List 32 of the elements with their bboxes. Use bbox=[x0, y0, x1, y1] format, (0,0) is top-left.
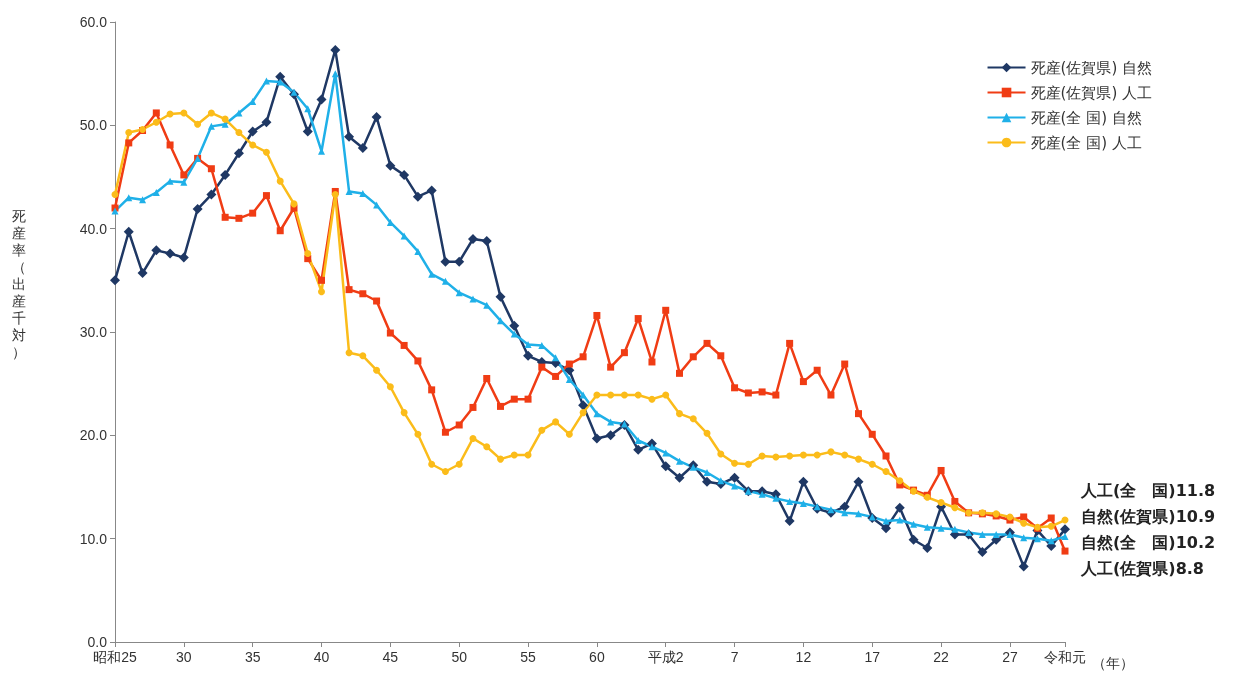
y-tick-label: 60.0 bbox=[79, 14, 108, 30]
x-tick-label: 昭和25 bbox=[93, 649, 137, 665]
legend-label: 死産(佐賀県) 自然 bbox=[1030, 58, 1153, 77]
x-tick-label: 7 bbox=[730, 649, 739, 665]
y-tick-label: 20.0 bbox=[79, 427, 108, 444]
y-tick-label: 50.0 bbox=[79, 117, 108, 134]
text: 人工(佐賀県)8.8 bbox=[1080, 558, 1204, 578]
x-tick-label: 平成2 bbox=[647, 649, 684, 665]
x-tick-label: 50 bbox=[451, 649, 468, 665]
text: 人工(全 国)11.8 bbox=[1080, 480, 1216, 500]
text: 自然(全 国)10.2 bbox=[1081, 532, 1216, 552]
x-tick-label: 22 bbox=[933, 649, 950, 665]
legend-label: 死産(全 国) 人工 bbox=[1030, 133, 1142, 152]
x-tick-label: 17 bbox=[864, 649, 881, 665]
x-tick-label: 30 bbox=[176, 649, 192, 665]
x-tick-label: 12 bbox=[795, 649, 812, 665]
text: 自然(佐賀県)10.9 bbox=[1081, 506, 1216, 526]
x-tick-label: 60 bbox=[589, 649, 605, 665]
y-tick-label: 0.0 bbox=[87, 634, 108, 650]
y-tick-label: 40.0 bbox=[79, 220, 108, 237]
legend-label: 死産(全 国) 自然 bbox=[1030, 108, 1142, 127]
legend-label: 死産(佐賀県) 人工 bbox=[1030, 83, 1153, 102]
x-tick-label: 35 bbox=[244, 649, 261, 665]
x-tick-label: 45 bbox=[382, 649, 399, 665]
x-tick-label: 40 bbox=[313, 649, 330, 665]
y-tick-label: 30.0 bbox=[79, 324, 108, 340]
x-tick-label: 55 bbox=[520, 649, 537, 665]
x-tick-label: 令和元 bbox=[1044, 649, 1086, 665]
x-axis-title: （年） bbox=[1091, 655, 1134, 671]
y-tick-label: 10.0 bbox=[79, 530, 108, 547]
x-tick-label: 27 bbox=[1002, 649, 1018, 665]
text: 死産率（出産千対） bbox=[12, 207, 26, 360]
